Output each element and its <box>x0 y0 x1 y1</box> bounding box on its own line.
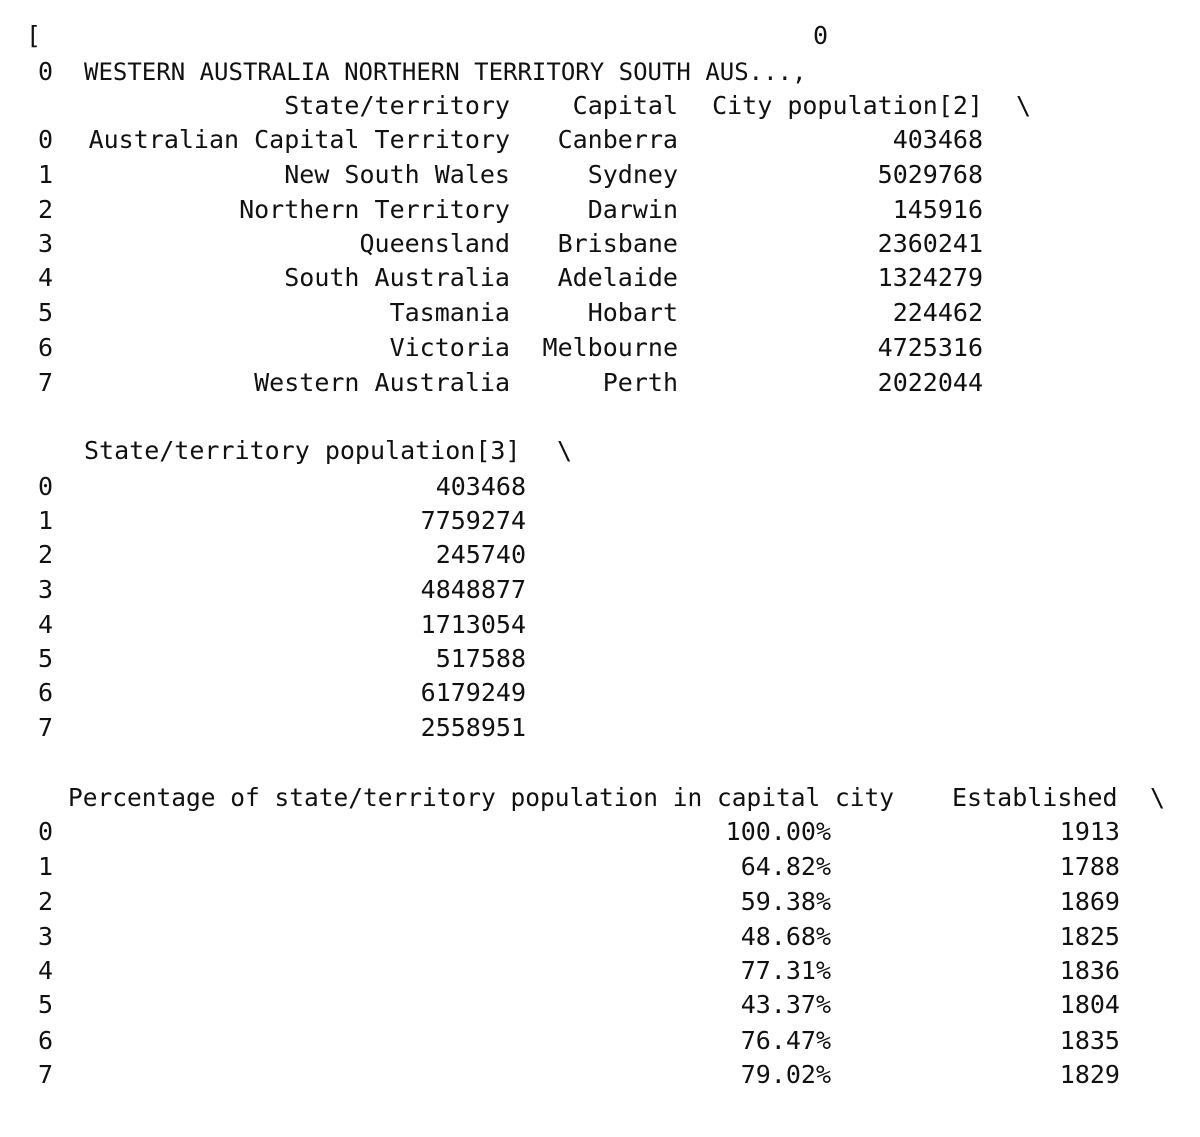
header-city-population: City population[2] <box>712 91 983 120</box>
cell-city-population: 2360241 <box>877 229 983 258</box>
cell-capital: Hobart <box>587 298 678 327</box>
cell-percentage: 64.82% <box>740 852 831 881</box>
row-index: 6 <box>38 678 54 707</box>
cell-percentage: 76.47% <box>740 1026 831 1055</box>
row-index: 3 <box>38 229 54 258</box>
cell-city-population: 2022044 <box>877 368 983 397</box>
row-index: 2 <box>38 540 54 569</box>
header-established: Established <box>952 783 1118 812</box>
cell-state-population: 2558951 <box>420 713 526 742</box>
cell-state: Victoria <box>389 333 510 362</box>
cell-percentage: 79.02% <box>740 1060 831 1089</box>
row-index: 7 <box>38 368 54 397</box>
row-index: 3 <box>38 575 54 604</box>
cell-city-population: 1324279 <box>877 263 983 292</box>
cell-city-population: 145916 <box>892 195 983 224</box>
row-index: 4 <box>38 610 54 639</box>
row-index: 2 <box>38 195 54 224</box>
cell-established: 1835 <box>1059 1026 1120 1055</box>
cell-established: 1788 <box>1059 852 1120 881</box>
header-capital: Capital <box>572 91 678 120</box>
row-index: 6 <box>38 1026 54 1055</box>
cell-percentage: 77.31% <box>740 956 831 985</box>
cell-state: Tasmania <box>389 298 510 327</box>
cell-percentage: 48.68% <box>740 922 831 951</box>
cell-percentage: 59.38% <box>740 887 831 916</box>
cell-state-population: 245740 <box>435 540 526 569</box>
cell-percentage: 100.00% <box>725 817 831 846</box>
cell-state-population: 517588 <box>435 644 526 673</box>
row-index: 0 <box>38 472 54 501</box>
cell-city-population: 224462 <box>892 298 983 327</box>
top-row-index: 0 <box>38 57 54 86</box>
row-index: 2 <box>38 887 54 916</box>
row-index: 0 <box>38 817 54 846</box>
open-bracket: [ <box>26 21 42 50</box>
row-index: 5 <box>38 644 54 673</box>
cell-percentage: 43.37% <box>740 990 831 1019</box>
row-index: 5 <box>38 298 54 327</box>
cell-state-population: 403468 <box>435 472 526 501</box>
cell-state: New South Wales <box>284 160 510 189</box>
cell-capital: Sydney <box>587 160 678 189</box>
cell-capital: Darwin <box>587 195 678 224</box>
row-index: 1 <box>38 160 54 189</box>
cell-established: 1804 <box>1059 990 1120 1019</box>
cell-state-population: 1713054 <box>420 610 526 639</box>
continuation-marker: \ <box>1016 91 1032 120</box>
row-index: 7 <box>38 1060 54 1089</box>
row-index: 4 <box>38 263 54 292</box>
top-column-header: 0 <box>813 21 829 50</box>
cell-city-population: 5029768 <box>877 160 983 189</box>
cell-capital: Melbourne <box>542 333 678 362</box>
cell-established: 1829 <box>1059 1060 1120 1089</box>
cell-city-population: 403468 <box>892 125 983 154</box>
continuation-marker: \ <box>1150 783 1166 812</box>
top-row-value: WESTERN AUSTRALIA NORTHERN TERRITORY SOU… <box>84 58 807 86</box>
cell-established: 1825 <box>1059 922 1120 951</box>
row-index: 5 <box>38 990 54 1019</box>
header-state-territory: State/territory <box>284 91 510 120</box>
cell-established: 1836 <box>1059 956 1120 985</box>
row-index: 1 <box>38 506 54 535</box>
continuation-marker: \ <box>557 436 573 465</box>
cell-city-population: 4725316 <box>877 333 983 362</box>
cell-established: 1913 <box>1059 817 1120 846</box>
row-index: 4 <box>38 956 54 985</box>
row-index: 3 <box>38 922 54 951</box>
row-index: 1 <box>38 852 54 881</box>
cell-state-population: 4848877 <box>420 575 526 604</box>
cell-state-population: 7759274 <box>420 506 526 535</box>
cell-capital: Canberra <box>557 125 678 154</box>
row-index: 0 <box>38 125 54 154</box>
cell-state: Australian Capital Territory <box>88 125 510 154</box>
cell-state: Northern Territory <box>239 195 510 224</box>
cell-state: South Australia <box>284 263 510 292</box>
cell-state: Queensland <box>359 229 510 258</box>
header-percentage-in-capital: Percentage of state/territory population… <box>68 783 895 812</box>
cell-state-population: 6179249 <box>420 678 526 707</box>
cell-capital: Brisbane <box>557 229 678 258</box>
row-index: 7 <box>38 713 54 742</box>
cell-established: 1869 <box>1059 887 1120 916</box>
header-state-territory-population: State/territory population[3] <box>84 436 521 465</box>
row-index: 6 <box>38 333 54 362</box>
cell-capital: Perth <box>602 368 678 397</box>
cell-capital: Adelaide <box>557 263 678 292</box>
cell-state: Western Australia <box>254 368 510 397</box>
